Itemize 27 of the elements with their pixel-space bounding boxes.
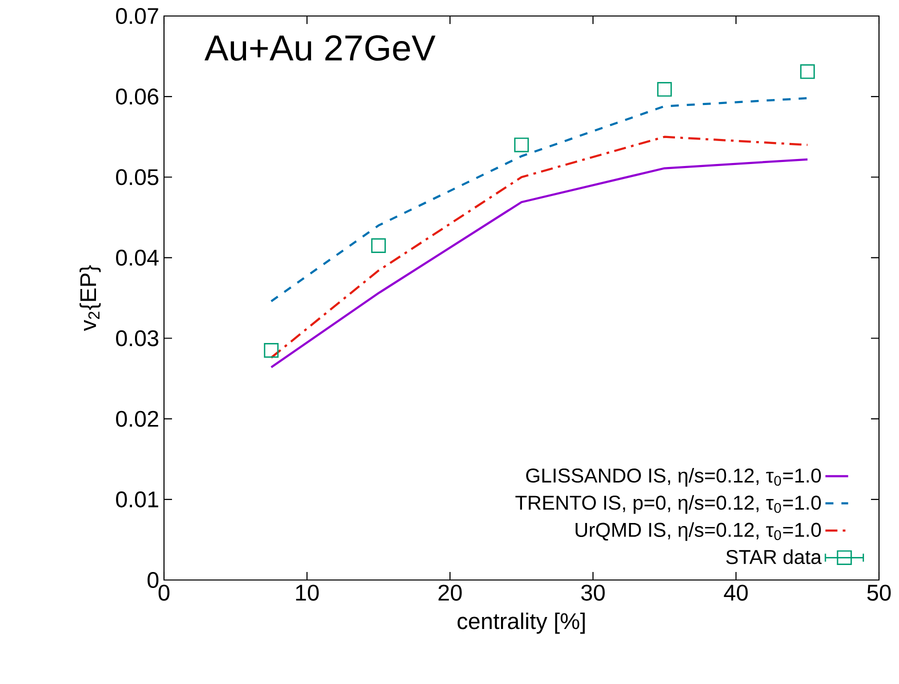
legend-label: STAR data <box>726 549 822 564</box>
point <box>657 82 672 97</box>
y-tick-label: 0.07 <box>116 8 158 24</box>
y-axis-title: v$_{2}${EP} <box>80 265 101 332</box>
y-tick-label: 0.04 <box>116 250 159 266</box>
x-tick-label: 10 <box>296 584 319 601</box>
point <box>800 64 815 79</box>
chart-title: Au+Au 27GeV <box>204 35 436 61</box>
y-tick-label: 0.03 <box>116 330 158 346</box>
legend-label: GLISSANDO IS, η/s=0.12, τ$_{0}$=1.0 <box>526 468 821 487</box>
y-tick-label: 0.05 <box>116 169 158 186</box>
point <box>371 238 386 253</box>
x-tick-label: 30 <box>581 584 605 601</box>
y-tick-label: 0 <box>148 572 158 588</box>
y-tick-label: 0.02 <box>116 410 158 427</box>
legend-label: UrQMD IS, η/s=0.12, τ$_{0}$=1.0 <box>576 522 821 541</box>
point <box>264 343 279 358</box>
line-series <box>270 97 809 302</box>
x-tick-label: 50 <box>867 584 891 601</box>
y-tick-label: 0.06 <box>116 88 158 105</box>
x-tick-label: 0 <box>158 584 170 601</box>
y-tick-label: 0.01 <box>116 491 158 508</box>
x-tick-label: 40 <box>724 584 748 601</box>
x-axis-title: centrality [%] <box>458 612 585 634</box>
point <box>514 138 529 152</box>
legend-label: TRENTO IS, p=0, η/s=0.12, τ$_{0}$=1.0 <box>515 495 821 514</box>
x-tick-label: 20 <box>438 584 462 601</box>
